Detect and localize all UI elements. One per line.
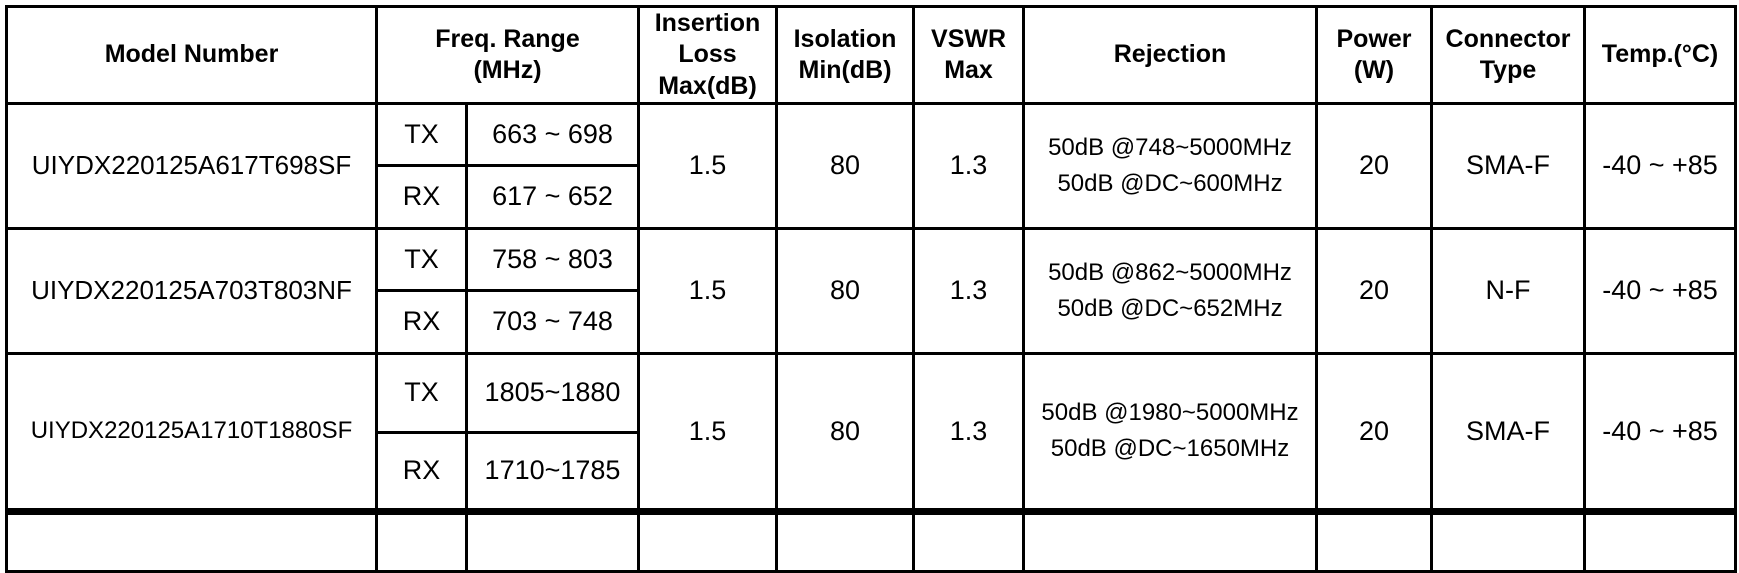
row2-tx-label-cell: TX	[375, 226, 468, 292]
partial-power-cell	[1315, 507, 1434, 573]
header-rejection: Rejection	[1022, 5, 1319, 105]
row2-model-cell: UIYDX220125A703T803NF	[5, 226, 378, 355]
row3-model-cell: UIYDX220125A1710T1880SF	[5, 351, 378, 515]
row3-rejection-cell: 50dB @1980~5000MHz 50dB @DC~1650MHz	[1022, 351, 1319, 515]
header-model-number: Model Number	[5, 5, 378, 105]
header-vswr: VSWR Max	[912, 5, 1026, 105]
table-header-row: Model Number Freq. Range (MHz) Insertion…	[5, 5, 1738, 105]
partial-cutoff-row	[5, 507, 1738, 573]
partial-range-cell	[464, 507, 641, 573]
header-insertion-loss: Insertion Loss Max(dB)	[637, 5, 779, 105]
row3-rx-label-cell: RX	[375, 430, 468, 515]
row3-tx-range-cell: 1805~1880	[464, 351, 641, 434]
row3-rx-range-cell: 1710~1785	[464, 430, 641, 515]
partial-temp-cell	[1583, 507, 1738, 573]
partial-model-cell	[5, 507, 378, 573]
header-isolation: Isolation Min(dB)	[775, 5, 916, 105]
table-row: RX 703 ~ 748	[7, 288, 1736, 355]
table-row: UIYDX220125A703T803NF TX 758 ~ 803 1.5 8…	[5, 226, 1738, 355]
table-row: UIYDX220125A1710T1880SF TX 1805~1880 1.5…	[5, 351, 1738, 515]
row2-isolation-cell: 80	[775, 226, 916, 355]
row2-rx-range-cell: 703 ~ 748	[464, 288, 641, 355]
row2-insertion-loss-cell: 1.5	[637, 226, 779, 355]
header-freq-range: Freq. Range (MHz)	[374, 5, 641, 105]
row3-temp-cell: -40 ~ +85	[1583, 351, 1738, 515]
row1-temp-cell: -40 ~ +85	[1583, 101, 1738, 230]
row1-rx-label-cell: RX	[375, 163, 468, 230]
header-power: Power (W)	[1315, 5, 1434, 105]
row1-rx-range-cell: 617 ~ 652	[464, 163, 641, 230]
row1-rejection-cell: 50dB @748~5000MHz 50dB @DC~600MHz	[1022, 101, 1319, 230]
row1-tx-label-cell: TX	[375, 101, 468, 167]
table-row: RX 1710~1785	[7, 430, 1736, 515]
partial-vswr-cell	[912, 507, 1026, 573]
partial-connector-cell	[1430, 507, 1587, 573]
row1-power-cell: 20	[1315, 101, 1434, 230]
row2-power-cell: 20	[1315, 226, 1434, 355]
row1-connector-cell: SMA-F	[1430, 101, 1587, 230]
table-row: RX 617 ~ 652	[7, 163, 1736, 230]
row2-connector-cell: N-F	[1430, 226, 1587, 355]
table-row: UIYDX220125A617T698SF TX 663 ~ 698 1.5 8…	[5, 101, 1738, 230]
row1-model-cell: UIYDX220125A617T698SF	[5, 101, 378, 230]
row1-isolation-cell: 80	[775, 101, 916, 230]
row3-vswr-cell: 1.3	[912, 351, 1026, 515]
row2-rejection-cell: 50dB @862~5000MHz 50dB @DC~652MHz	[1022, 226, 1319, 355]
row2-rx-label-cell: RX	[375, 288, 468, 355]
row1-insertion-loss-cell: 1.5	[637, 101, 779, 230]
row2-temp-cell: -40 ~ +85	[1583, 226, 1738, 355]
partial-insertion-loss-cell	[637, 507, 779, 573]
row3-connector-cell: SMA-F	[1430, 351, 1587, 515]
row2-vswr-cell: 1.3	[912, 226, 1026, 355]
row3-insertion-loss-cell: 1.5	[637, 351, 779, 515]
partial-txrx-cell	[375, 507, 468, 573]
header-connector-type: Connector Type	[1430, 5, 1587, 105]
partial-rejection-cell	[1022, 507, 1319, 573]
header-temp: Temp.(°C)	[1583, 5, 1738, 105]
row2-tx-range-cell: 758 ~ 803	[464, 226, 641, 292]
spec-table: Model Number Freq. Range (MHz) Insertion…	[5, 5, 1738, 573]
row3-tx-label-cell: TX	[375, 351, 468, 434]
partial-isolation-cell	[775, 507, 916, 573]
row3-isolation-cell: 80	[775, 351, 916, 515]
row1-tx-range-cell: 663 ~ 698	[464, 101, 641, 167]
row3-power-cell: 20	[1315, 351, 1434, 515]
row1-vswr-cell: 1.3	[912, 101, 1026, 230]
